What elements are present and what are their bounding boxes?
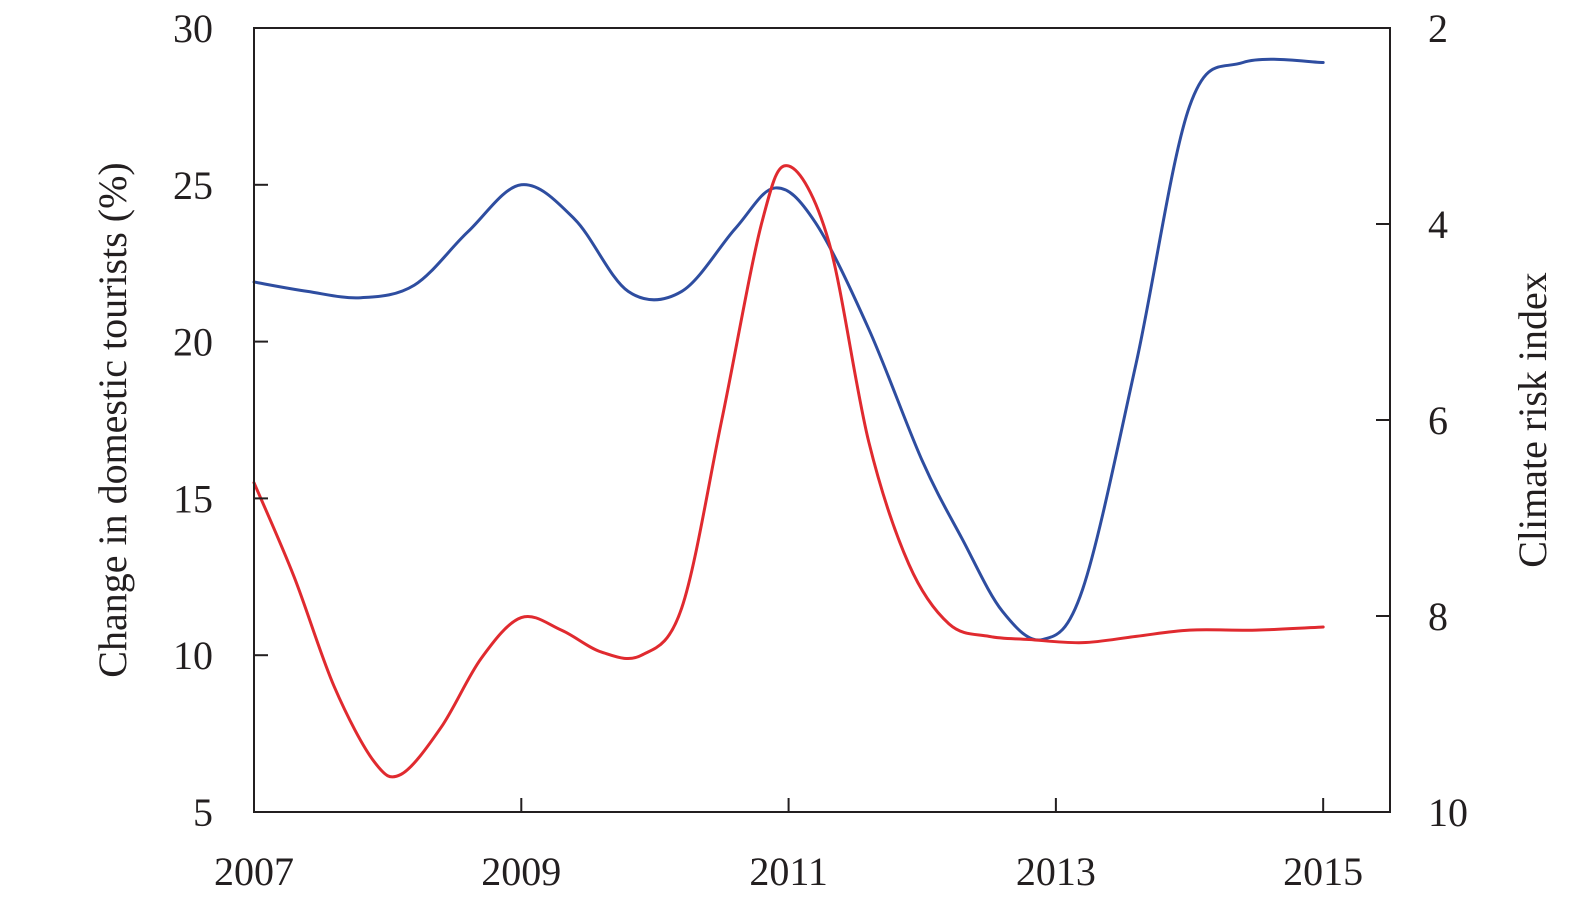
series-layer — [252, 57, 1325, 779]
left-y-tick-label: 5 — [193, 790, 213, 835]
series-line-1 — [252, 57, 1325, 642]
x-tick-label: 2007 — [214, 849, 294, 894]
left-y-tick-label: 20 — [173, 320, 213, 365]
plot-frame — [253, 27, 1391, 813]
x-tick-label: 2013 — [1016, 849, 1096, 894]
left-y-tick-label: 25 — [173, 163, 213, 208]
left-y-tick-label: 10 — [173, 633, 213, 678]
left-y-tick-label: 15 — [173, 476, 213, 521]
x-tick-label: 2011 — [749, 849, 828, 894]
x-axis: 2007 2009 2011 2013 2015 — [214, 798, 1363, 894]
series-line-2 — [252, 164, 1325, 779]
x-tick-label: 2015 — [1283, 849, 1363, 894]
right-y-tick-label: 10 — [1428, 790, 1468, 835]
left-y-axis-title: Change in domestic tourists (%) — [90, 162, 135, 677]
left-y-tick-label: 30 — [173, 6, 213, 51]
x-tick-label: 2009 — [481, 849, 561, 894]
right-y-axis-title: Climate risk index — [1510, 272, 1555, 568]
right-y-tick-label: 6 — [1428, 398, 1448, 443]
right-y-tick-label: 8 — [1428, 594, 1448, 639]
right-y-tick-label: 2 — [1428, 6, 1448, 51]
right-y-tick-label: 4 — [1428, 202, 1448, 247]
right-y-axis: 2 4 6 8 10 — [1376, 6, 1468, 835]
left-y-axis: 5 10 15 20 25 30 — [173, 6, 268, 835]
